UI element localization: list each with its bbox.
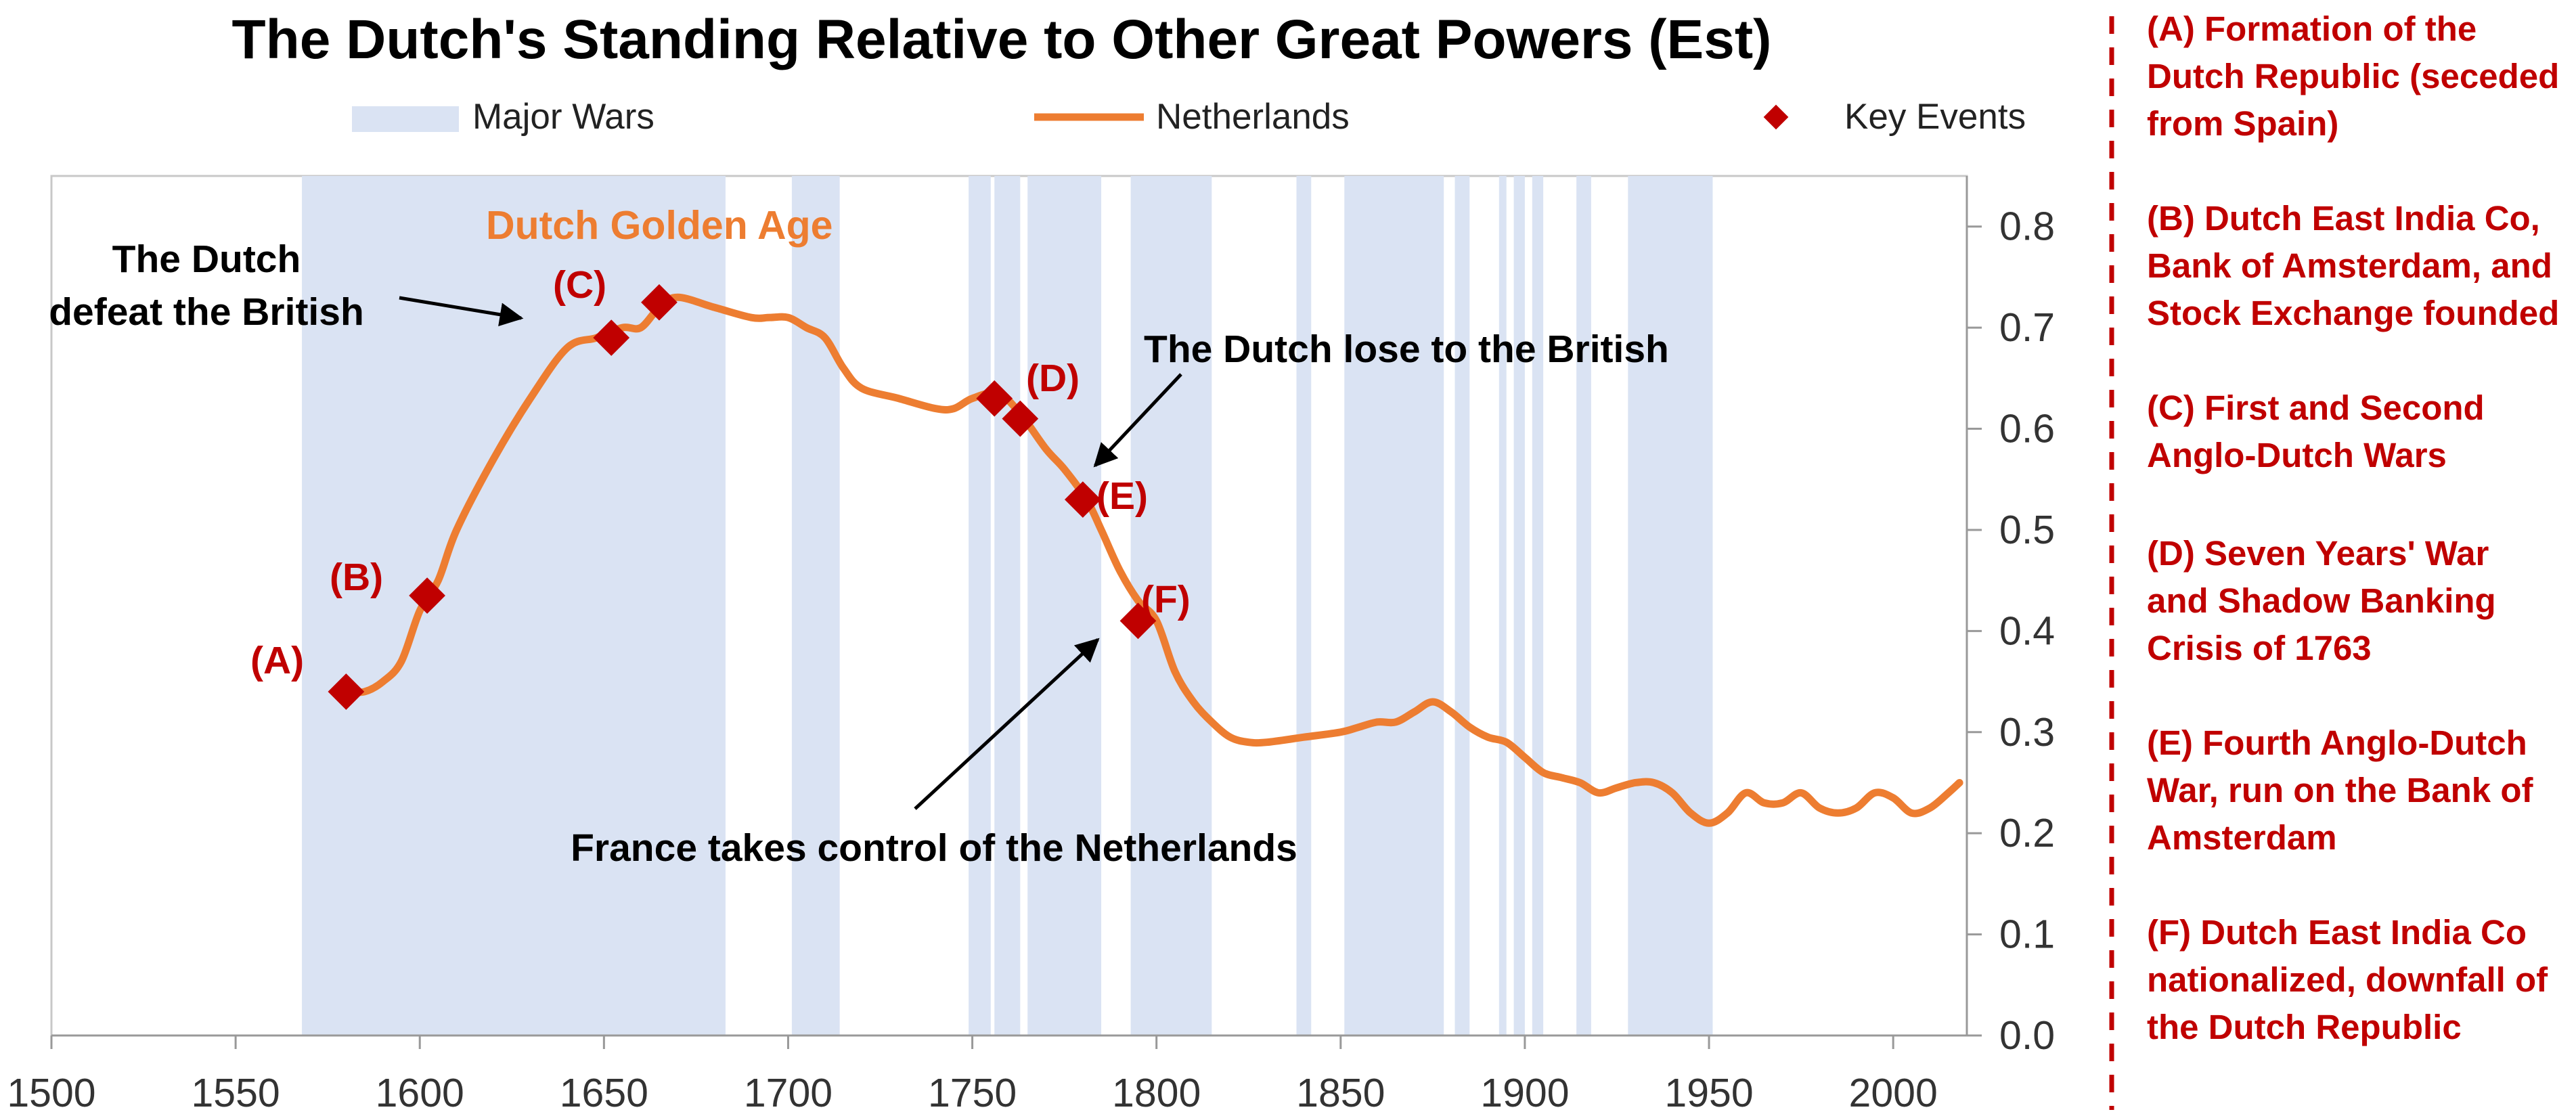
side-entry-a-line3: from Spain): [2147, 104, 2338, 143]
side-panel: (A) Formation of the Dutch Republic (sec…: [2147, 9, 2559, 1046]
y-tick-label: 0.2: [1999, 811, 2055, 855]
war-band: [1296, 176, 1312, 1035]
legend-swatch-key-events: [1763, 104, 1789, 130]
arrow-france-control: [914, 638, 1100, 810]
x-tick-label: 1950: [1664, 1071, 1753, 1114]
side-entry-d-line3: Crisis of 1763: [2147, 629, 2372, 667]
annotation-lose-british: The Dutch lose to the British: [1144, 328, 1669, 371]
event-label-b: (B): [330, 556, 383, 599]
legend: Major Wars Netherlands Key Events: [352, 97, 2026, 137]
x-tick-label: 1650: [560, 1071, 648, 1114]
war-band: [1576, 176, 1591, 1035]
side-entry-d-line1: (D) Seven Years' War: [2147, 534, 2489, 573]
annotation-defeat-british-line2: defeat the British: [49, 290, 364, 334]
event-label-a: (A): [250, 639, 304, 682]
war-band: [1532, 176, 1544, 1035]
side-entry-a-line2: Dutch Republic (seceded: [2147, 57, 2559, 95]
y-tick-label: 0.3: [1999, 710, 2055, 755]
y-tick-label: 0.8: [1999, 204, 2055, 249]
event-label-c: (C): [553, 263, 606, 307]
war-band: [994, 176, 1021, 1035]
side-entry-e-line2: War, run on the Bank of: [2147, 771, 2533, 809]
y-tick-label: 0.4: [1999, 608, 2055, 653]
y-tick-label: 0.6: [1999, 407, 2055, 451]
side-entry-c-line2: Anglo-Dutch Wars: [2147, 436, 2447, 474]
x-tick-label: 1800: [1112, 1071, 1201, 1114]
legend-swatch-major-wars: [352, 106, 459, 132]
legend-label-major-wars: Major Wars: [472, 97, 654, 137]
side-entry-c-line1: (C) First and Second: [2147, 388, 2485, 427]
x-tick-label: 1700: [744, 1071, 832, 1114]
war-band: [1628, 176, 1713, 1035]
x-tick-label: 1900: [1480, 1071, 1569, 1114]
major-war-bands: [302, 176, 1713, 1035]
annotation-defeat-british-line1: The Dutch: [112, 238, 301, 281]
axes: 1500 1550 1600 1650 1700 1750 1800 1850 1900 1950…: [7, 176, 2055, 1114]
x-tick-label: 1750: [928, 1071, 1017, 1114]
legend-label-key-events: Key Events: [1844, 97, 2026, 137]
x-tick-label: 1500: [7, 1071, 95, 1114]
x-tick-label: 1600: [376, 1071, 464, 1114]
war-band: [1344, 176, 1444, 1035]
side-entry-a-line1: (A) Formation of the: [2147, 9, 2477, 48]
y-tick-label: 0.0: [1999, 1013, 2055, 1058]
annotation-france-control: France takes control of the Netherlands: [571, 826, 1297, 870]
side-entry-d-line2: and Shadow Banking: [2147, 581, 2496, 620]
y-tick-label: 0.7: [1999, 305, 2055, 350]
arrow-lose-british: [1093, 373, 1182, 468]
event-label-d: (D): [1026, 357, 1080, 400]
y-tick-label: 0.1: [1999, 912, 2055, 957]
war-band: [791, 176, 840, 1035]
war-band: [969, 176, 991, 1035]
arrow-defeat-british: [399, 296, 524, 327]
annotation-golden-age: Dutch Golden Age: [486, 203, 832, 248]
war-band: [1498, 176, 1507, 1035]
side-entry-f-line3: the Dutch Republic: [2147, 1008, 2462, 1046]
chart-title: The Dutch's Standing Relative to Other G…: [232, 9, 1772, 70]
side-entry-b-line2: Bank of Amsterdam, and: [2147, 246, 2552, 285]
x-tick-label: 1550: [191, 1071, 280, 1114]
side-entry-b-line3: Stock Exchange founded: [2147, 294, 2559, 332]
side-entry-e-line1: (E) Fourth Anglo-Dutch: [2147, 723, 2527, 762]
event-label-f: (F): [1141, 578, 1191, 621]
legend-label-netherlands: Netherlands: [1156, 97, 1350, 137]
side-entry-e-line3: Amsterdam: [2147, 818, 2337, 857]
x-tick-label: 2000: [1849, 1071, 1938, 1114]
war-band: [1513, 176, 1525, 1035]
side-entry-f-line1: (F) Dutch East India Co: [2147, 913, 2527, 952]
x-tick-label: 1850: [1296, 1071, 1385, 1114]
event-label-e: (E): [1096, 474, 1148, 518]
war-band: [1454, 176, 1470, 1035]
y-tick-label: 0.5: [1999, 508, 2055, 552]
series-line-netherlands: [342, 293, 1963, 827]
side-entry-f-line2: nationalized, downfall of: [2147, 960, 2548, 999]
side-entry-b-line1: (B) Dutch East India Co,: [2147, 199, 2540, 238]
war-band: [1027, 176, 1102, 1035]
